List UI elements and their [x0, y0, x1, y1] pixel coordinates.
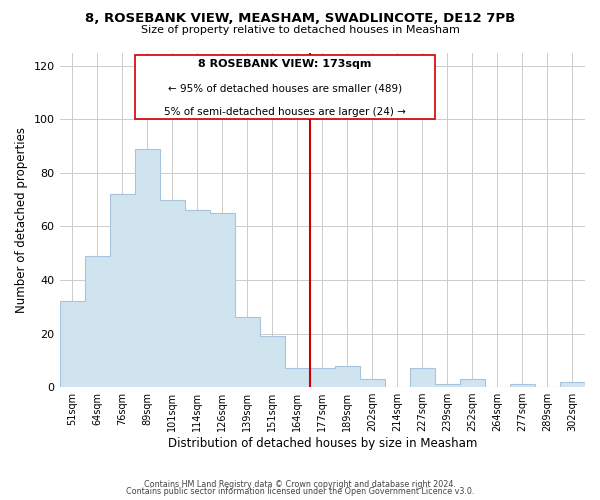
Text: Contains public sector information licensed under the Open Government Licence v3: Contains public sector information licen…: [126, 487, 474, 496]
Text: 5% of semi-detached houses are larger (24) →: 5% of semi-detached houses are larger (2…: [164, 107, 406, 117]
X-axis label: Distribution of detached houses by size in Measham: Distribution of detached houses by size …: [167, 437, 477, 450]
Text: Contains HM Land Registry data © Crown copyright and database right 2024.: Contains HM Land Registry data © Crown c…: [144, 480, 456, 489]
Text: 8, ROSEBANK VIEW, MEASHAM, SWADLINCOTE, DE12 7PB: 8, ROSEBANK VIEW, MEASHAM, SWADLINCOTE, …: [85, 12, 515, 26]
Text: Size of property relative to detached houses in Measham: Size of property relative to detached ho…: [140, 25, 460, 35]
FancyBboxPatch shape: [134, 55, 435, 120]
Y-axis label: Number of detached properties: Number of detached properties: [15, 127, 28, 313]
Text: ← 95% of detached houses are smaller (489): ← 95% of detached houses are smaller (48…: [167, 84, 402, 94]
Text: 8 ROSEBANK VIEW: 173sqm: 8 ROSEBANK VIEW: 173sqm: [198, 58, 371, 68]
